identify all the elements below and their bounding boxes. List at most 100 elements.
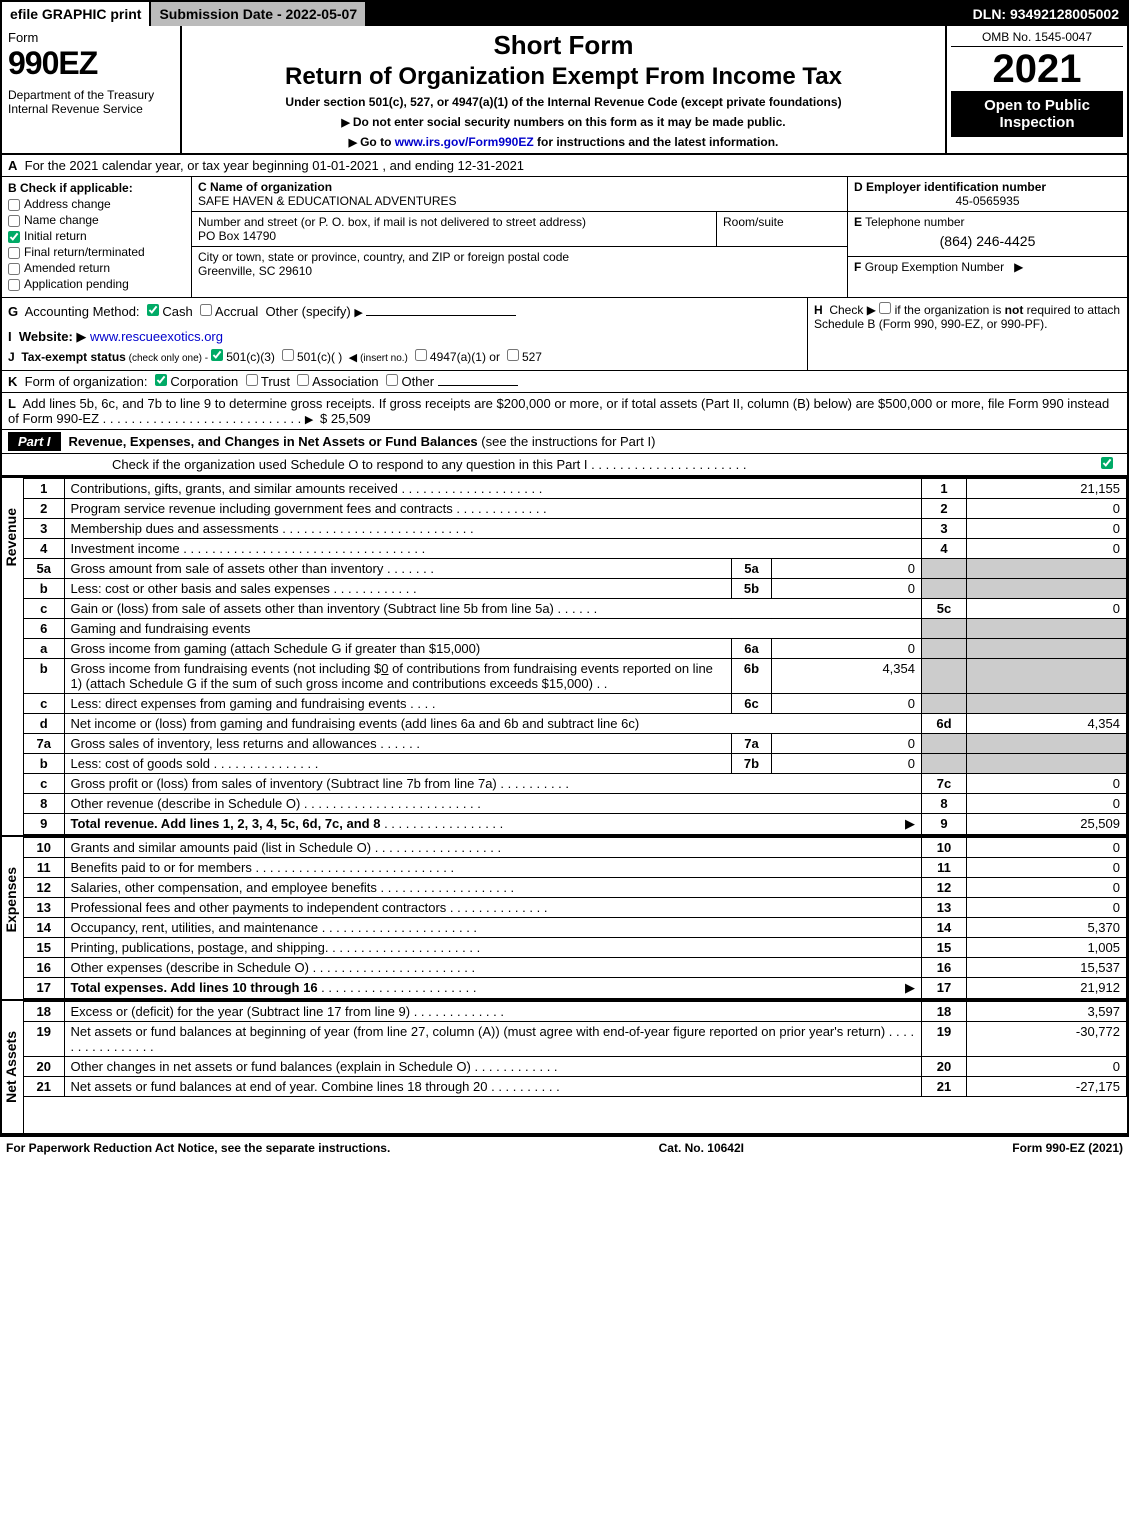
chk-final-return[interactable]: Final return/terminated <box>8 245 185 259</box>
label-i: I <box>8 329 12 344</box>
part-i-header: Part I Revenue, Expenses, and Changes in… <box>2 430 1127 454</box>
net-assets-sidebar: Net Assets <box>2 1001 24 1133</box>
chk-501c3[interactable] <box>211 349 223 361</box>
form-container: efile GRAPHIC print Submission Date - 20… <box>0 0 1129 1137</box>
top-bar: efile GRAPHIC print Submission Date - 20… <box>2 2 1127 26</box>
line-6: 6Gaming and fundraising events <box>24 619 1127 639</box>
form-of-org: Form of organization: <box>25 374 148 389</box>
row-l: L Add lines 5b, 6c, and 7b to line 9 to … <box>2 393 1127 430</box>
line-7a: 7aGross sales of inventory, less returns… <box>24 734 1127 754</box>
label-l: L <box>8 396 16 411</box>
chk-527[interactable] <box>507 349 519 361</box>
expenses-section: Expenses 10Grants and similar amounts pa… <box>2 835 1127 999</box>
org-info-row: B Check if applicable: Address change Na… <box>2 177 1127 298</box>
line-7c: cGross profit or (loss) from sales of in… <box>24 774 1127 794</box>
label-g: G <box>8 304 18 319</box>
line-13: 13Professional fees and other payments t… <box>24 898 1127 918</box>
form-ref: Form 990-EZ (2021) <box>1012 1141 1123 1155</box>
org-address: PO Box 14790 <box>198 229 276 243</box>
phone-value: (864) 246-4425 <box>854 229 1121 253</box>
chk-pending[interactable]: Application pending <box>8 277 185 291</box>
form-header: Form 990EZ Department of the Treasury In… <box>2 26 1127 155</box>
line-18: 18Excess or (deficit) for the year (Subt… <box>24 1002 1127 1022</box>
gross-receipts-amount: $ 25,509 <box>320 411 371 426</box>
line-19: 19Net assets or fund balances at beginni… <box>24 1022 1127 1057</box>
accounting-method: Accounting Method: <box>25 304 140 319</box>
irs-label: Internal Revenue Service <box>8 102 174 116</box>
chk-schedule-o[interactable] <box>1101 457 1113 469</box>
line-17: 17Total expenses. Add lines 10 through 1… <box>24 978 1127 999</box>
row-k: K Form of organization: Corporation Trus… <box>2 371 1127 393</box>
irs-link[interactable]: www.irs.gov/Form990EZ <box>395 135 534 149</box>
org-name-heading: Name of organization <box>210 180 332 194</box>
chk-amended[interactable]: Amended return <box>8 261 185 275</box>
box-c: C Name of organization SAFE HAVEN & EDUC… <box>192 177 847 297</box>
box-h: H Check ▶ if the organization is not req… <box>807 298 1127 370</box>
city-heading: City or town, state or province, country… <box>198 250 569 264</box>
phone-heading: Telephone number <box>865 215 964 229</box>
label-b: B <box>8 181 17 195</box>
omb-number: OMB No. 1545-0047 <box>951 30 1123 47</box>
submission-date: Submission Date - 2022-05-07 <box>151 2 367 26</box>
chk-trust[interactable] <box>246 374 258 386</box>
dln-number: DLN: 93492128005002 <box>965 2 1127 26</box>
part-title: Revenue, Expenses, and Changes in Net As… <box>69 434 478 449</box>
line-9: 9Total revenue. Add lines 1, 2, 3, 4, 5c… <box>24 814 1127 835</box>
line-8: 8Other revenue (describe in Schedule O) … <box>24 794 1127 814</box>
label-k: K <box>8 374 17 389</box>
line-4: 4Investment income . . . . . . . . . . .… <box>24 539 1127 559</box>
net-assets-section: Net Assets 18Excess or (deficit) for the… <box>2 999 1127 1135</box>
line-15: 15Printing, publications, postage, and s… <box>24 938 1127 958</box>
line-6b: bGross income from fundraising events (n… <box>24 659 1127 694</box>
box-def: D Employer identification number 45-0565… <box>847 177 1127 297</box>
subtitle: Under section 501(c), 527, or 4947(a)(1)… <box>190 95 937 109</box>
expenses-table: 10Grants and similar amounts paid (list … <box>24 837 1127 999</box>
line-21: 21Net assets or fund balances at end of … <box>24 1077 1127 1097</box>
chk-name-change[interactable]: Name change <box>8 213 185 227</box>
chk-4947[interactable] <box>415 349 427 361</box>
label-d: D <box>854 180 863 194</box>
header-right: OMB No. 1545-0047 2021 Open to Public In… <box>947 26 1127 153</box>
line-16: 16Other expenses (describe in Schedule O… <box>24 958 1127 978</box>
form-number: 990EZ <box>8 45 174 82</box>
chk-accrual[interactable] <box>200 304 212 316</box>
line-20: 20Other changes in net assets or fund ba… <box>24 1057 1127 1077</box>
chk-cash[interactable] <box>147 304 159 316</box>
revenue-table: 1Contributions, gifts, grants, and simil… <box>24 478 1127 835</box>
chk-assoc[interactable] <box>297 374 309 386</box>
chk-corp[interactable] <box>155 374 167 386</box>
chk-address-change[interactable]: Address change <box>8 197 185 211</box>
line-11: 11Benefits paid to or for members . . . … <box>24 858 1127 878</box>
website-label: Website: <box>19 329 77 344</box>
dept-treasury: Department of the Treasury <box>8 88 174 102</box>
website-link[interactable]: www.rescueexotics.org <box>90 329 223 344</box>
box-g: G Accounting Method: Cash Accrual Other … <box>2 298 807 370</box>
chk-schedule-b[interactable] <box>879 302 891 314</box>
part-label: Part I <box>8 432 61 451</box>
gross-receipts-text: Add lines 5b, 6c, and 7b to line 9 to de… <box>8 396 1109 426</box>
form-label: Form <box>8 30 174 45</box>
line-14: 14Occupancy, rent, utilities, and mainte… <box>24 918 1127 938</box>
page-footer: For Paperwork Reduction Act Notice, see … <box>0 1137 1129 1159</box>
label-h: H <box>814 303 823 317</box>
line-1: 1Contributions, gifts, grants, and simil… <box>24 479 1127 499</box>
room-suite: Room/suite <box>717 212 847 246</box>
tax-year: 2021 <box>951 49 1123 89</box>
schedule-o-check: Check if the organization used Schedule … <box>2 454 1127 476</box>
return-title: Return of Organization Exempt From Incom… <box>190 63 937 91</box>
efile-label: efile GRAPHIC print <box>2 2 151 26</box>
check-applicable: Check if applicable: <box>20 181 133 195</box>
chk-initial-return[interactable]: Initial return <box>8 229 185 243</box>
chk-501c[interactable] <box>282 349 294 361</box>
tax-year-text: For the 2021 calendar year, or tax year … <box>25 158 524 173</box>
ein-value: 45-0565935 <box>854 194 1121 208</box>
ssn-warning: Do not enter social security numbers on … <box>190 115 937 129</box>
chk-other[interactable] <box>386 374 398 386</box>
header-center: Short Form Return of Organization Exempt… <box>182 26 947 153</box>
paperwork-notice: For Paperwork Reduction Act Notice, see … <box>6 1141 390 1155</box>
tax-exempt-label: Tax-exempt status <box>21 350 125 364</box>
header-left: Form 990EZ Department of the Treasury In… <box>2 26 182 153</box>
revenue-section: Revenue 1Contributions, gifts, grants, a… <box>2 476 1127 835</box>
group-exemption: Group Exemption Number <box>865 260 1004 274</box>
short-form-title: Short Form <box>190 30 937 61</box>
